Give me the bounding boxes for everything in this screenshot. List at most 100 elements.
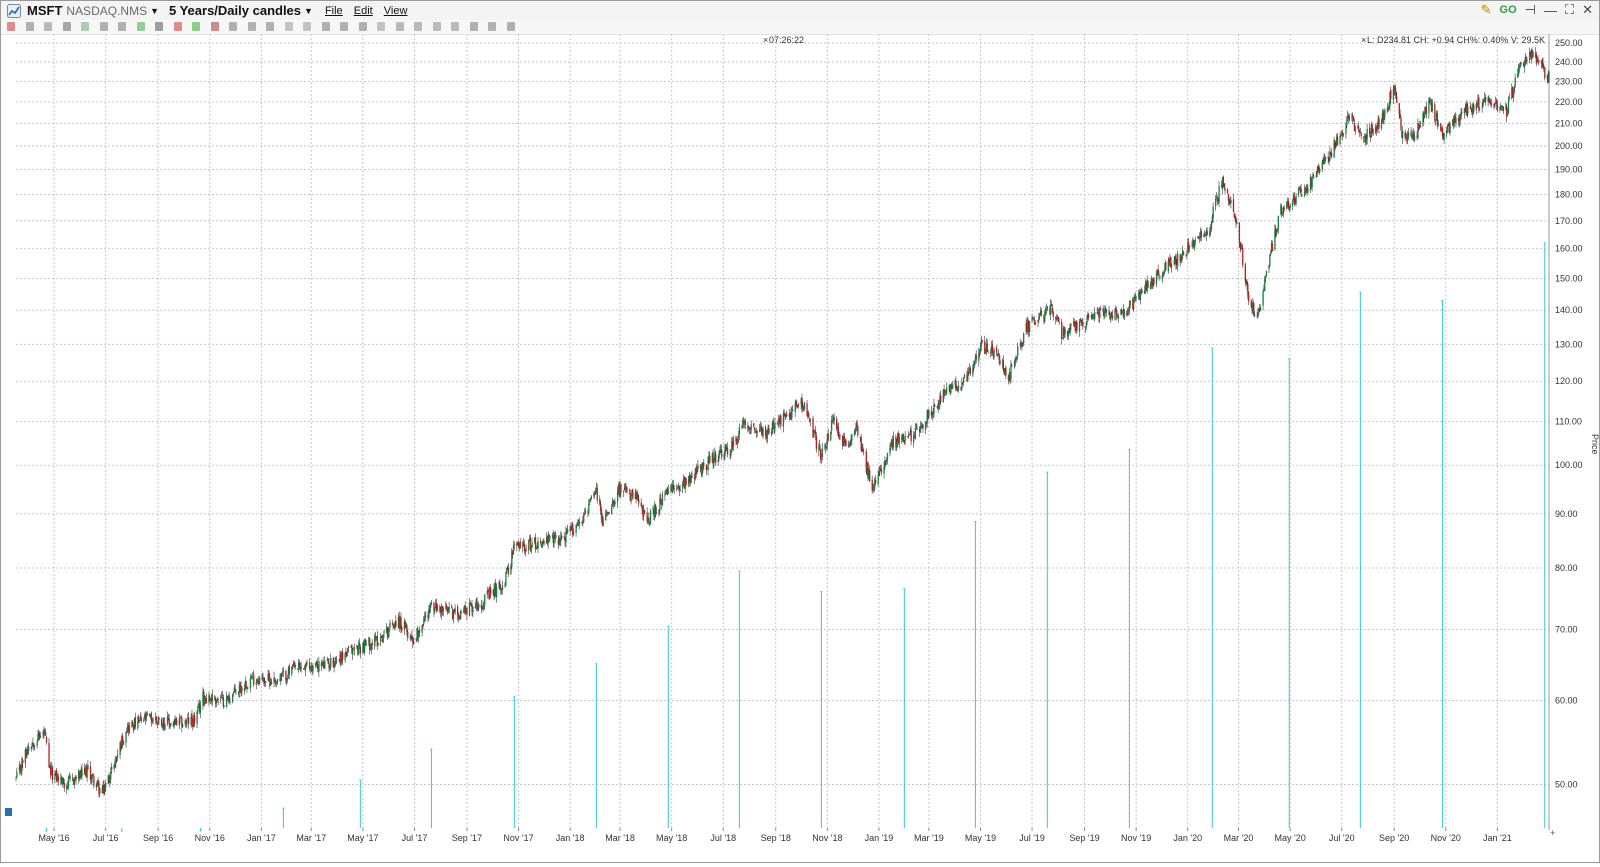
- candle-body: [85, 767, 87, 778]
- menu-file[interactable]: File: [325, 5, 343, 17]
- candle-body: [594, 493, 596, 496]
- candle-body: [1307, 188, 1309, 193]
- candle-body: [199, 704, 202, 713]
- candle-body: [720, 448, 722, 452]
- ruler-icon[interactable]: [229, 22, 237, 31]
- candle-body: [1540, 61, 1543, 64]
- redo-icon[interactable]: [303, 22, 311, 31]
- reset-icon[interactable]: [377, 22, 385, 31]
- candle-body: [132, 725, 135, 731]
- grid-icon[interactable]: [62, 22, 71, 31]
- price-chart[interactable]: 50.00 60.00 70.00 80.00 90.00 100.00 110.00 120…: [1, 34, 1600, 862]
- pencil-icon[interactable]: [44, 22, 52, 31]
- symbol-dropdown-icon[interactable]: ▼: [150, 5, 159, 16]
- candle-body: [1318, 165, 1320, 173]
- candle-body: [478, 604, 480, 608]
- candle-body: [1357, 126, 1359, 128]
- candle-body: [380, 635, 383, 639]
- candle-body: [1269, 254, 1271, 266]
- candle-body: [963, 374, 966, 378]
- link-icon[interactable]: GO: [1499, 4, 1517, 16]
- save-icon[interactable]: [451, 22, 459, 31]
- zoom-in-icon[interactable]: [340, 22, 348, 31]
- candle-body: [693, 477, 696, 480]
- candle-body: [1163, 270, 1165, 275]
- y-tick-label: 170.00: [1555, 216, 1583, 226]
- undo-icon[interactable]: [284, 22, 293, 31]
- candle-body: [214, 695, 216, 701]
- candle-body: [1546, 75, 1549, 80]
- candle-body: [942, 389, 944, 403]
- candle-body: [1120, 309, 1122, 315]
- minimize-icon[interactable]: —: [1543, 2, 1557, 18]
- candle-body: [255, 682, 257, 685]
- line-icon[interactable]: [173, 22, 182, 31]
- candle-body: [451, 609, 454, 619]
- overlay-close-icon[interactable]: ×: [763, 35, 768, 45]
- circle-icon[interactable]: [192, 22, 200, 31]
- menu-view[interactable]: View: [384, 5, 408, 17]
- candle-body: [80, 771, 82, 777]
- candle-body: [949, 386, 951, 392]
- candle-body: [640, 502, 642, 506]
- candle-body: [202, 691, 204, 706]
- menu-edit[interactable]: Edit: [354, 5, 373, 17]
- candle-body: [1019, 343, 1021, 346]
- candle-body: [417, 629, 419, 637]
- candle-body: [940, 395, 942, 403]
- crosshair-icon[interactable]: [25, 22, 34, 31]
- candle-body: [1176, 264, 1178, 265]
- candle-body: [601, 517, 603, 526]
- candle-body: [54, 773, 56, 780]
- select-icon[interactable]: [321, 22, 330, 31]
- refresh-icon[interactable]: [99, 22, 108, 31]
- period-selector[interactable]: 5 Years/Daily candles: [169, 3, 302, 18]
- candle-body: [1156, 270, 1158, 275]
- candle-body: [429, 603, 432, 609]
- zoom-icon[interactable]: [81, 22, 89, 31]
- clock-icon[interactable]: [118, 22, 126, 31]
- cross-icon[interactable]: [7, 22, 15, 31]
- pin-icon[interactable]: ⊣: [1524, 2, 1536, 17]
- palette-icon[interactable]: [136, 22, 145, 31]
- more-icon[interactable]: [506, 22, 515, 31]
- candle-body: [1167, 261, 1169, 272]
- candle-body: [1270, 253, 1272, 255]
- pencil-icon[interactable]: ✎: [1480, 2, 1492, 17]
- candle-body: [1295, 195, 1297, 205]
- candle-body: [259, 678, 261, 683]
- candle-body: [1542, 63, 1544, 68]
- candle-body: [1220, 185, 1223, 188]
- refresh2-icon[interactable]: [469, 22, 478, 31]
- scroll-handle-icon[interactable]: [5, 808, 12, 816]
- candle-body: [975, 354, 977, 360]
- candle-body: [44, 731, 46, 733]
- scroll-right-icon[interactable]: +: [1550, 828, 1555, 838]
- candle-body: [995, 347, 998, 353]
- maximize-icon[interactable]: ⛶: [1564, 2, 1575, 17]
- channel-icon[interactable]: [266, 22, 274, 31]
- candle-body: [847, 445, 850, 447]
- candles-icon[interactable]: [414, 22, 422, 31]
- bars-icon[interactable]: [395, 22, 404, 31]
- period-dropdown-icon[interactable]: ▼: [304, 5, 313, 16]
- candle-body: [66, 785, 68, 790]
- candle-body: [647, 518, 649, 523]
- quote-close-icon[interactable]: ×: [1361, 35, 1366, 45]
- close-icon[interactable]: ✕: [1582, 2, 1593, 17]
- candle-body: [1198, 237, 1200, 239]
- candle-body: [551, 535, 554, 537]
- candle-body: [1259, 307, 1261, 312]
- candle-body: [748, 428, 750, 430]
- tools-icon[interactable]: [488, 22, 496, 31]
- exchange-label[interactable]: NASDAQ.NMS: [66, 3, 148, 18]
- target-icon[interactable]: [210, 22, 219, 31]
- compare-icon[interactable]: [432, 22, 441, 31]
- fib-icon[interactable]: [247, 22, 256, 31]
- symbol-label[interactable]: MSFT: [27, 3, 63, 18]
- candle-body: [358, 644, 360, 656]
- candle-body: [1038, 317, 1040, 319]
- zoom-out-icon[interactable]: [358, 22, 367, 31]
- dropdown-icon[interactable]: [155, 22, 163, 31]
- candle-body: [418, 631, 420, 638]
